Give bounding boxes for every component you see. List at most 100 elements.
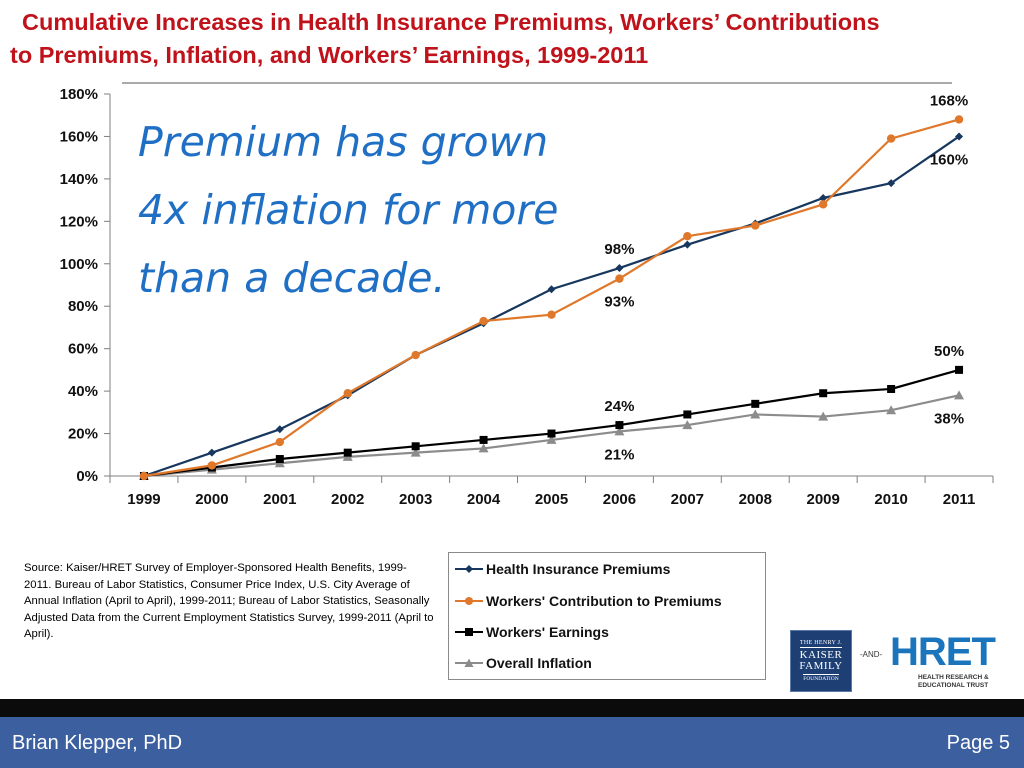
data-point — [547, 285, 556, 294]
legend-marker-square-icon — [455, 628, 483, 636]
data-point — [207, 461, 217, 470]
line-chart: 0% 20% 40% 60% 80% 100% 120% 140% 160% 180% 1999 20… — [60, 82, 994, 508]
x-tick-label: 2010 — [874, 491, 907, 508]
data-point — [683, 240, 692, 249]
data-label: 168% — [930, 92, 968, 109]
data-point — [547, 310, 556, 319]
x-tick-label: 2008 — [739, 491, 772, 508]
hret-logo: HRET — [890, 630, 996, 674]
data-point — [683, 231, 692, 241]
legend-label-earnings: Workers' Earnings — [486, 624, 609, 640]
data-point — [614, 426, 625, 436]
data-point — [954, 390, 965, 400]
data-point — [751, 221, 760, 230]
slide-title-line1: Cumulative Increases in Health Insurance… — [22, 9, 880, 35]
callout-text: Premium has grown 4x inflation for more … — [138, 108, 628, 312]
data-point — [887, 179, 896, 188]
x-tick-label: 2007 — [671, 491, 704, 508]
y-tick-label: 180% — [60, 86, 98, 103]
data-point — [818, 411, 829, 421]
y-tick-label: 140% — [60, 171, 98, 188]
data-point — [615, 421, 624, 430]
x-tick-label: 2009 — [807, 491, 840, 508]
x-tick-label: 2000 — [195, 491, 228, 508]
data-point — [751, 399, 760, 408]
legend-item-inflation: Overall Inflation — [455, 653, 592, 673]
data-point — [139, 471, 149, 481]
callout-line1: Premium has grown — [138, 118, 549, 166]
data-point — [411, 350, 420, 360]
x-tick-label: 2003 — [399, 491, 432, 508]
data-point — [275, 437, 285, 447]
hret-logo-subtitle: HEALTH RESEARCH & EDUCATIONAL TRUST — [918, 674, 1010, 690]
data-label: 98% — [604, 241, 634, 258]
footer-stripe — [0, 699, 1024, 717]
x-tick-label: 2006 — [603, 491, 636, 508]
y-tick-label: 60% — [68, 341, 98, 358]
y-tick-label: 120% — [60, 213, 98, 230]
y-tick-label: 0% — [76, 468, 98, 485]
data-point — [887, 384, 896, 393]
footer-author: Brian Klepper, PhD — [12, 732, 183, 754]
footer-bar: Brian Klepper, PhD Page 5 — [0, 717, 1024, 768]
data-point — [479, 435, 488, 444]
data-label: 21% — [604, 446, 634, 463]
data-point — [955, 132, 964, 141]
data-point — [410, 447, 421, 457]
data-point — [546, 434, 557, 444]
data-point — [479, 316, 488, 326]
data-point — [750, 409, 761, 419]
x-tick-label: 2002 — [331, 491, 364, 508]
logo-separator: -AND- — [860, 650, 883, 659]
callout-line2: 4x inflation for more — [138, 186, 559, 234]
hret-subtitle-line2: EDUCATIONAL TRUST — [918, 682, 989, 689]
data-point — [615, 264, 624, 273]
data-point — [547, 429, 556, 438]
data-point — [478, 443, 489, 453]
legend-item-contribution: Workers' Contribution to Premiums — [455, 591, 722, 611]
data-point — [343, 389, 352, 398]
x-tick-label: 2005 — [535, 491, 568, 508]
kff-logo: THE HENRY J. KAISER FAMILY FOUNDATION — [790, 630, 852, 692]
legend-label-premiums: Health Insurance Premiums — [486, 561, 671, 577]
data-point — [275, 455, 284, 464]
kff-logo-line2: KAISER — [799, 649, 843, 661]
data-point — [819, 193, 828, 202]
data-point — [955, 365, 964, 374]
y-tick-label: 160% — [60, 128, 98, 145]
data-label: 50% — [934, 343, 964, 360]
data-point — [886, 134, 896, 143]
data-point — [683, 410, 692, 419]
slide-title-line2: to Premiums, Inflation, and Workers’ Ear… — [10, 42, 649, 68]
data-point — [954, 115, 964, 124]
footer-page-number: Page 5 — [946, 732, 1010, 754]
y-tick-label: 100% — [60, 256, 98, 273]
kff-logo-line3: FAMILY — [799, 660, 843, 672]
data-point — [682, 420, 693, 430]
y-tick-label: 80% — [68, 298, 98, 315]
hret-subtitle-line1: HEALTH RESEARCH & — [918, 674, 989, 681]
data-point — [411, 442, 420, 451]
legend-label-contribution: Workers' Contribution to Premiums — [486, 593, 722, 609]
data-point — [207, 448, 216, 457]
data-point — [818, 200, 828, 209]
y-tick-label: 40% — [68, 383, 98, 400]
x-tick-label: 2004 — [467, 491, 501, 508]
data-label: 38% — [934, 410, 964, 427]
data-point — [819, 389, 828, 398]
data-point — [615, 274, 624, 283]
slide-title: Cumulative Increases in Health Insurance… — [10, 6, 1014, 72]
y-tick-label: 20% — [68, 426, 98, 443]
x-tick-label: 2001 — [263, 491, 296, 508]
series-line — [143, 368, 960, 478]
sponsor-logos: THE HENRY J. KAISER FAMILY FOUNDATION -A… — [790, 630, 1010, 692]
x-tick-label: 1999 — [127, 491, 160, 508]
kff-logo-line4: FOUNDATION — [803, 674, 839, 682]
data-point — [275, 425, 284, 434]
legend-marker-diamond-icon — [455, 565, 483, 573]
legend-marker-triangle-icon — [455, 658, 483, 667]
legend-item-earnings: Workers' Earnings — [455, 622, 609, 642]
legend-item-premiums: Health Insurance Premiums — [455, 559, 670, 579]
x-tick-label: 2011 — [943, 491, 976, 508]
chart-legend: Health Insurance Premiums Workers' Contr… — [448, 552, 766, 680]
